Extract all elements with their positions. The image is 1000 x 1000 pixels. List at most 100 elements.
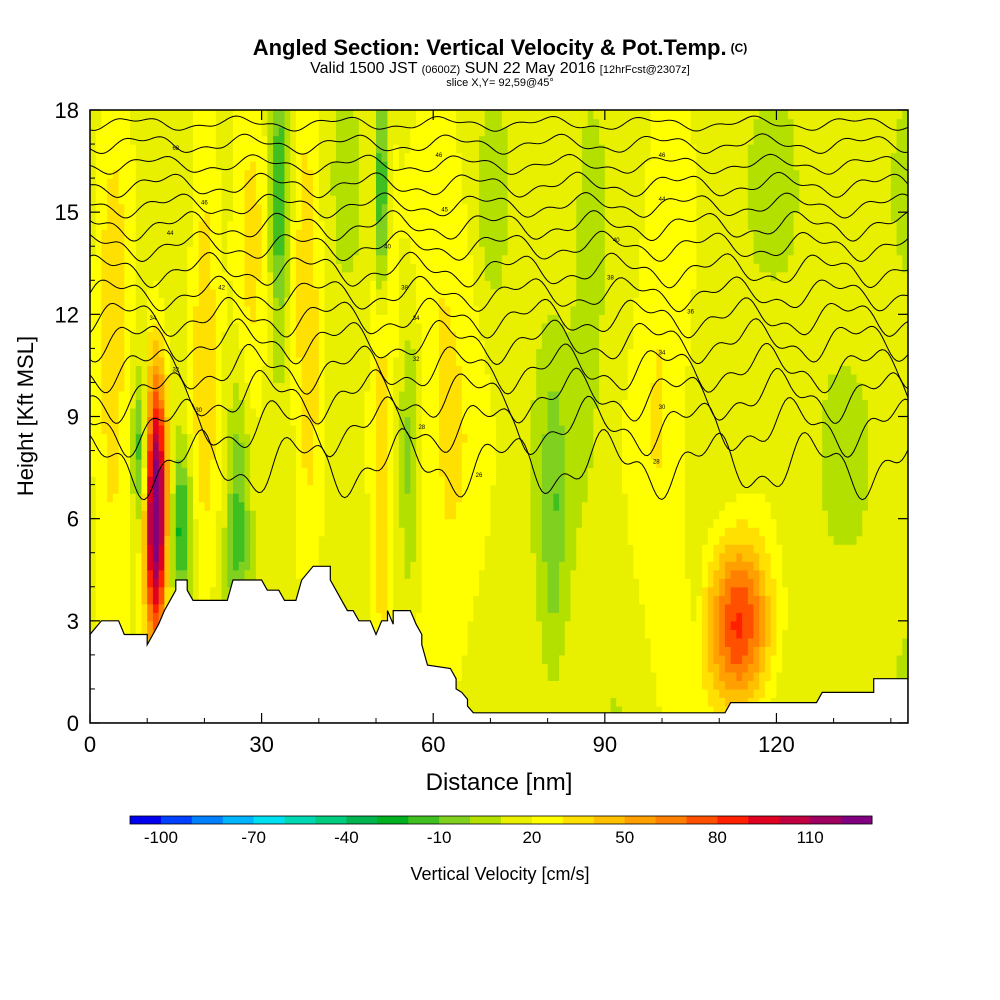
- field-cell: [318, 186, 326, 196]
- field-cell: [158, 263, 165, 273]
- field-cell: [147, 484, 154, 494]
- field-cell: [210, 127, 217, 137]
- field-cell: [416, 212, 423, 222]
- field-cell: [210, 314, 217, 324]
- field-cell: [187, 322, 194, 332]
- field-cell: [473, 510, 480, 520]
- field-cell: [324, 246, 331, 256]
- field-cell: [450, 229, 457, 239]
- field-cell: [118, 246, 125, 256]
- field-cell: [393, 305, 400, 315]
- field-cell: [255, 348, 263, 358]
- field-cell: [421, 339, 429, 349]
- field-cell: [307, 459, 314, 469]
- field-cell: [101, 459, 108, 469]
- field-cell: [90, 476, 97, 486]
- field-cell: [244, 552, 251, 562]
- field-cell: [433, 484, 440, 494]
- field-cell: [112, 331, 120, 341]
- field-cell: [95, 152, 103, 162]
- field-cell: [467, 688, 474, 699]
- field-cell: [410, 254, 417, 264]
- field-cell: [175, 297, 183, 307]
- field-cell: [307, 510, 314, 520]
- field-cell: [421, 646, 429, 656]
- field-cell: [461, 373, 469, 384]
- field-cell: [353, 178, 360, 188]
- field-cell: [438, 297, 446, 307]
- field-cell: [393, 467, 400, 477]
- field-cell: [181, 271, 188, 281]
- field-cell: [358, 510, 366, 520]
- field-cell: [147, 246, 154, 256]
- field-cell: [141, 569, 148, 579]
- field-cell: [170, 527, 177, 537]
- field-cell: [353, 144, 360, 154]
- field-cell: [141, 578, 148, 588]
- field-cell: [261, 212, 268, 222]
- field-cell: [267, 373, 274, 384]
- field-cell: [353, 407, 360, 418]
- field-cell: [130, 493, 137, 503]
- field-cell: [421, 476, 429, 486]
- field-cell: [461, 322, 469, 332]
- field-cell: [456, 331, 463, 341]
- field-cell: [376, 186, 383, 196]
- field-cell: [484, 637, 492, 647]
- field-cell: [473, 561, 480, 571]
- field-cell: [416, 365, 423, 375]
- field-cell: [416, 544, 423, 554]
- field-cell: [164, 493, 171, 503]
- field-cell: [221, 178, 228, 188]
- field-cell: [478, 373, 486, 384]
- field-cell: [421, 152, 429, 162]
- field-cell: [381, 450, 389, 460]
- field-cell: [376, 484, 383, 494]
- field-cell: [393, 348, 400, 358]
- field-cell: [410, 169, 417, 179]
- field-cell: [330, 254, 337, 264]
- field-cell: [410, 390, 417, 401]
- field-cell: [124, 416, 131, 426]
- field-cell: [118, 118, 125, 128]
- field-cell: [90, 527, 97, 537]
- field-cell: [358, 339, 366, 349]
- field-cell: [416, 484, 423, 494]
- field-cell: [170, 288, 177, 298]
- field-cell: [118, 203, 125, 213]
- field-cell: [301, 544, 308, 554]
- field-cell: [478, 348, 486, 358]
- field-cell: [278, 510, 286, 520]
- field-cell: [335, 433, 343, 443]
- field-cell: [267, 416, 274, 426]
- field-cell: [227, 518, 234, 528]
- field-cell: [233, 476, 240, 486]
- field-cell: [147, 552, 154, 562]
- field-cell: [152, 501, 160, 511]
- field-cell: [393, 552, 400, 562]
- field-cell: [301, 110, 308, 120]
- field-cell: [324, 544, 331, 554]
- field-cell: [473, 671, 480, 682]
- field-cell: [307, 195, 314, 205]
- valid-utc: (0600Z): [421, 64, 461, 76]
- field-cell: [181, 484, 188, 494]
- field-cell: [484, 688, 492, 699]
- field-cell: [416, 433, 423, 443]
- field-cell: [147, 127, 154, 137]
- field-cell: [215, 203, 223, 213]
- field-cell: [438, 280, 446, 290]
- field-cell: [181, 399, 188, 409]
- field-cell: [381, 118, 389, 128]
- field-cell: [118, 237, 125, 247]
- field-cell: [227, 203, 234, 213]
- field-cell: [478, 595, 486, 605]
- field-cell: [484, 620, 492, 630]
- field-cell: [198, 110, 206, 120]
- field-cell: [112, 263, 120, 273]
- field-cell: [478, 356, 486, 367]
- field-cell: [404, 586, 411, 596]
- field-cell: [416, 297, 423, 307]
- field-cell: [198, 467, 206, 477]
- field-cell: [170, 178, 177, 188]
